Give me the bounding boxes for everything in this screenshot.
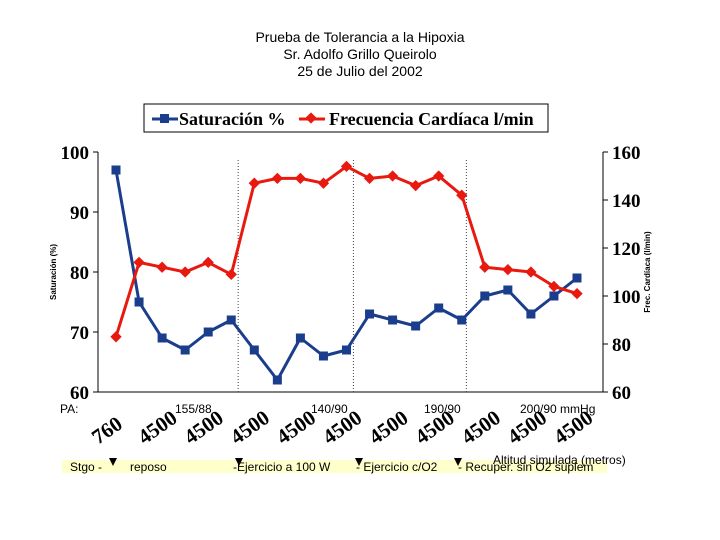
saturation-point bbox=[434, 303, 444, 313]
right-tick-label: 100 bbox=[612, 287, 641, 308]
heart-rate-point bbox=[363, 172, 376, 185]
phase-label-recuperacion: - Recuper. sin O2 suplem bbox=[458, 460, 593, 474]
saturation-point bbox=[134, 297, 144, 307]
heart-rate-point bbox=[225, 268, 237, 281]
phase-arrow-icon bbox=[109, 458, 117, 466]
heart-rate-point bbox=[202, 256, 214, 269]
x-category-label: 4500 bbox=[457, 405, 505, 449]
phase-label-ejercicio: -Ejercicio a 100 W bbox=[233, 460, 331, 474]
phase-arrow-icon bbox=[454, 458, 462, 466]
phase-arrow-icon bbox=[235, 458, 243, 466]
bp-label-3: 190/90 bbox=[424, 402, 461, 416]
phase-dividers bbox=[237, 160, 467, 392]
heart-rate-point bbox=[571, 287, 583, 300]
x-category-label: 4500 bbox=[226, 405, 274, 449]
x-category-label: 4500 bbox=[364, 405, 412, 449]
heart-rate-point bbox=[294, 172, 307, 185]
left-tick-label: 100 bbox=[61, 143, 90, 164]
title-line-3: 25 de Julio del 2002 bbox=[297, 63, 423, 79]
title-line-1: Prueba de Tolerancia a la Hipoxia bbox=[255, 29, 465, 45]
bp-label-4: 200/90 mmHg bbox=[520, 402, 595, 416]
right-tick-label: 80 bbox=[612, 335, 631, 356]
legend-frame bbox=[143, 103, 549, 133]
series-markers bbox=[110, 160, 583, 385]
saturation-point bbox=[411, 321, 421, 331]
saturation-point bbox=[203, 327, 213, 337]
saturation-point bbox=[480, 291, 490, 301]
saturation-point bbox=[549, 291, 559, 301]
heart-rate-point bbox=[110, 331, 122, 343]
phase-bar bbox=[62, 460, 607, 473]
saturation-point bbox=[157, 333, 167, 343]
chart-title: Prueba de Tolerancia a la Hipoxia Sr. Ad… bbox=[0, 29, 720, 80]
heart-rate-point bbox=[317, 177, 330, 189]
heart-rate-point bbox=[271, 172, 284, 185]
bp-label-1: 155/88 bbox=[175, 402, 212, 416]
heart-rate-point bbox=[156, 261, 168, 273]
x-category-label: 760 bbox=[87, 411, 127, 449]
saturation-point bbox=[457, 315, 467, 325]
heart-rate-point bbox=[179, 266, 191, 278]
legend-saturation-marker bbox=[160, 114, 169, 123]
right-tick-label: 60 bbox=[612, 383, 631, 404]
saturation-point bbox=[388, 315, 398, 325]
right-tick-label: 160 bbox=[612, 143, 641, 164]
legend: Saturación % Frecuencia Cardíaca l/min bbox=[143, 103, 549, 133]
saturation-point bbox=[318, 351, 328, 361]
right-axis-title: Frec. Cardíaca (l/min) bbox=[643, 231, 652, 313]
right-axis-ticks: 160 140 120 100 80 60 bbox=[603, 143, 641, 404]
saturation-point bbox=[295, 333, 305, 343]
heart-rate-point bbox=[502, 263, 514, 276]
saturation-point bbox=[342, 345, 351, 355]
left-tick-label: 90 bbox=[70, 203, 89, 224]
left-tick-label: 70 bbox=[70, 323, 89, 344]
phase-label-ejercicio-o2: - Ejercicio c/O2 bbox=[356, 460, 438, 474]
heart-rate-point bbox=[525, 266, 537, 278]
phase-label-stgo: Stgo - bbox=[70, 460, 102, 474]
altitude-label: Altitud simulada (metros) bbox=[493, 453, 626, 467]
saturation-point bbox=[526, 309, 536, 319]
heart-rate-point bbox=[479, 261, 491, 273]
heart-rate-point bbox=[133, 256, 145, 269]
pa-label: PA: bbox=[60, 402, 78, 416]
phase-arrows bbox=[109, 458, 462, 466]
legend-heart-rate-label: Frecuencia Cardíaca l/min bbox=[329, 109, 534, 129]
heart-rate-point bbox=[456, 189, 468, 201]
left-axis-ticks: 100 90 80 70 60 bbox=[61, 143, 98, 404]
heart-rate-point bbox=[386, 170, 399, 182]
heart-rate-point bbox=[409, 179, 422, 192]
saturation-point bbox=[180, 345, 190, 355]
right-tick-label: 140 bbox=[612, 191, 641, 212]
legend-saturation-label: Saturación % bbox=[179, 109, 286, 129]
saturation-point bbox=[572, 273, 582, 283]
saturation-point bbox=[365, 309, 375, 319]
heart-rate-series-line bbox=[114, 164, 578, 338]
heart-rate-point bbox=[340, 160, 353, 173]
phase-arrow-icon bbox=[355, 458, 363, 466]
phase-label-reposo: reposo bbox=[130, 460, 167, 474]
saturation-point bbox=[249, 345, 259, 355]
saturation-point bbox=[503, 285, 513, 295]
left-axis-title: Saturación (%) bbox=[49, 244, 58, 300]
left-tick-label: 80 bbox=[70, 263, 89, 284]
saturation-point bbox=[111, 165, 121, 175]
heart-rate-point bbox=[433, 170, 445, 182]
title-line-2: Sr. Adolfo Grillo Queirolo bbox=[283, 46, 437, 62]
right-tick-label: 120 bbox=[612, 239, 641, 260]
bp-label-2: 140/90 bbox=[311, 402, 348, 416]
saturation-point bbox=[272, 375, 282, 385]
saturation-point bbox=[226, 315, 236, 325]
heart-rate-point bbox=[248, 177, 260, 189]
heart-rate-point bbox=[548, 280, 560, 293]
left-tick-label: 60 bbox=[70, 383, 89, 404]
